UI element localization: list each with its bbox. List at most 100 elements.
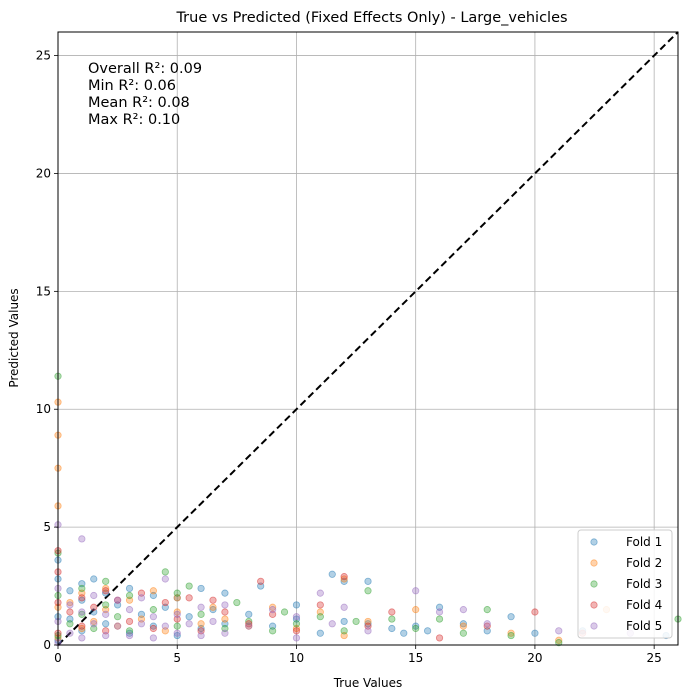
data-point — [173, 629, 181, 637]
data-point — [388, 608, 396, 616]
data-point — [340, 617, 348, 626]
data-point — [137, 594, 146, 602]
data-point — [340, 573, 348, 581]
legend-label: Fold 2 — [626, 556, 662, 570]
data-point — [78, 634, 86, 642]
data-point — [316, 601, 324, 609]
annotation-line: Overall R²: 0.09 — [88, 61, 202, 77]
data-point — [149, 587, 157, 595]
data-point — [90, 620, 98, 628]
legend-box — [577, 529, 673, 639]
data-point — [149, 624, 157, 633]
x-tick-label: 5 — [173, 651, 181, 665]
plot-frame — [57, 31, 679, 646]
data-point — [531, 608, 539, 616]
data-point — [459, 606, 467, 614]
data-point — [173, 622, 181, 630]
data-point — [221, 629, 229, 637]
data-point — [197, 631, 205, 640]
data-point — [197, 603, 205, 611]
data-point — [78, 624, 86, 633]
y-tick-label: 10 — [36, 402, 51, 416]
data-point — [292, 601, 301, 609]
series-fold-5 — [54, 521, 634, 647]
data-point — [137, 620, 146, 628]
data-point — [78, 594, 86, 602]
data-point — [435, 615, 444, 623]
data-point — [78, 608, 86, 616]
data-point — [507, 613, 515, 621]
data-point — [185, 582, 193, 590]
data-point — [173, 610, 181, 618]
data-point — [90, 603, 98, 611]
data-point — [173, 608, 181, 616]
legend-label: Fold 1 — [626, 535, 662, 549]
data-point — [316, 629, 324, 637]
data-point — [102, 601, 110, 609]
data-point — [149, 622, 157, 630]
data-point — [245, 620, 253, 628]
data-point — [161, 568, 169, 576]
data-point — [352, 617, 360, 626]
y-tick-label: 5 — [43, 520, 51, 534]
legend-marker — [590, 538, 598, 546]
data-point — [78, 584, 86, 593]
data-point — [340, 603, 348, 611]
data-point — [209, 617, 217, 626]
annotation-line: Min R²: 0.06 — [88, 78, 176, 94]
data-point — [173, 631, 181, 640]
data-point — [102, 587, 110, 595]
annotation-line: Mean R²: 0.08 — [88, 95, 190, 111]
data-point — [197, 584, 205, 593]
data-point — [161, 575, 169, 583]
data-point — [149, 634, 157, 642]
data-point — [364, 577, 372, 585]
data-point — [459, 629, 467, 637]
data-point — [66, 629, 74, 637]
data-point — [90, 575, 98, 583]
data-point — [125, 591, 134, 600]
series-fold-3 — [54, 372, 682, 647]
data-point — [483, 622, 491, 630]
data-point — [66, 620, 74, 628]
x-tick-label: 10 — [289, 651, 304, 665]
data-point — [269, 627, 277, 635]
data-point — [66, 587, 74, 595]
data-point — [435, 608, 444, 616]
data-point — [78, 610, 86, 618]
data-point — [209, 606, 217, 614]
identity-line — [57, 31, 679, 646]
annotation-line: Max R²: 0.10 — [88, 112, 180, 128]
data-point — [412, 606, 420, 614]
data-point — [102, 610, 110, 618]
y-tick-label: 0 — [43, 638, 51, 652]
y-tick-label: 15 — [36, 284, 51, 298]
data-point — [114, 596, 122, 604]
data-point — [424, 627, 432, 635]
data-point — [507, 631, 515, 640]
data-point — [197, 620, 205, 628]
data-point — [316, 589, 324, 597]
data-point — [555, 636, 563, 644]
data-point — [102, 577, 110, 585]
data-point — [78, 622, 86, 630]
data-point — [364, 620, 372, 628]
data-point — [340, 627, 348, 635]
data-point — [66, 598, 74, 607]
data-point — [269, 606, 277, 614]
x-axis-ticks: 0 5 10 15 20 25 — [54, 645, 662, 665]
legend-marker — [590, 580, 598, 588]
data-point — [78, 596, 86, 604]
legend-marker — [590, 601, 598, 609]
data-point — [66, 608, 74, 616]
data-point — [245, 610, 253, 618]
x-tick-label: 15 — [408, 651, 423, 665]
data-point — [114, 622, 122, 630]
data-point — [435, 634, 444, 642]
data-point — [483, 606, 491, 614]
data-point — [197, 610, 205, 618]
data-point — [102, 584, 110, 593]
series-fold-1 — [54, 556, 670, 644]
data-point — [388, 615, 396, 623]
